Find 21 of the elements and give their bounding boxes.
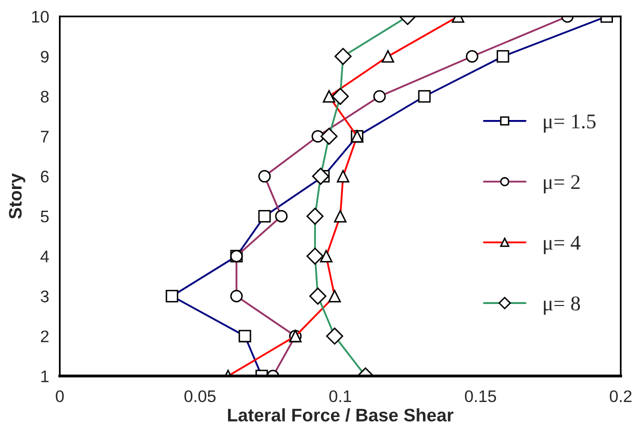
y-tick-label: 5 [40, 210, 49, 222]
x-tick-label: 0.2 [610, 390, 632, 402]
y-tick-label: 1 [41, 370, 49, 382]
y-tick-label: 6 [40, 170, 49, 182]
y-tick-label: 4 [40, 250, 49, 262]
y-axis-title: Story [8, 173, 26, 219]
y-tick-label: 8 [40, 90, 49, 103]
x-axis-title: Lateral Force / Base Shear [228, 408, 454, 422]
legend-label: μ= 2 [544, 175, 580, 194]
y-tick-label: 10 [32, 10, 49, 23]
legend-label: μ= 1.5 [544, 114, 596, 133]
y-tick-label: 9 [40, 50, 49, 63]
legend-label: μ= 8 [544, 296, 580, 315]
y-tick-label: 7 [40, 130, 49, 142]
x-tick-label: 0 [56, 390, 64, 402]
x-tick-label: 0.1 [329, 390, 352, 402]
x-tick-label: 0.05 [184, 390, 216, 402]
y-tick-label: 3 [40, 290, 49, 302]
x-tick-label: 0.15 [464, 390, 496, 402]
legend-label: μ= 4 [544, 236, 580, 254]
y-tick-label: 2 [40, 330, 49, 342]
